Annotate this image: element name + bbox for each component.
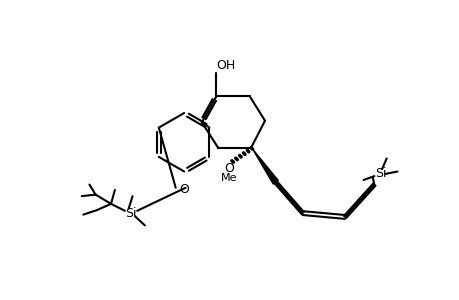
Text: OH: OH bbox=[216, 59, 235, 72]
Text: Me: Me bbox=[221, 173, 237, 183]
Text: Si: Si bbox=[374, 167, 386, 180]
Text: O: O bbox=[224, 162, 234, 175]
Text: O: O bbox=[179, 183, 189, 196]
Polygon shape bbox=[252, 149, 278, 184]
Text: Si: Si bbox=[125, 207, 136, 220]
